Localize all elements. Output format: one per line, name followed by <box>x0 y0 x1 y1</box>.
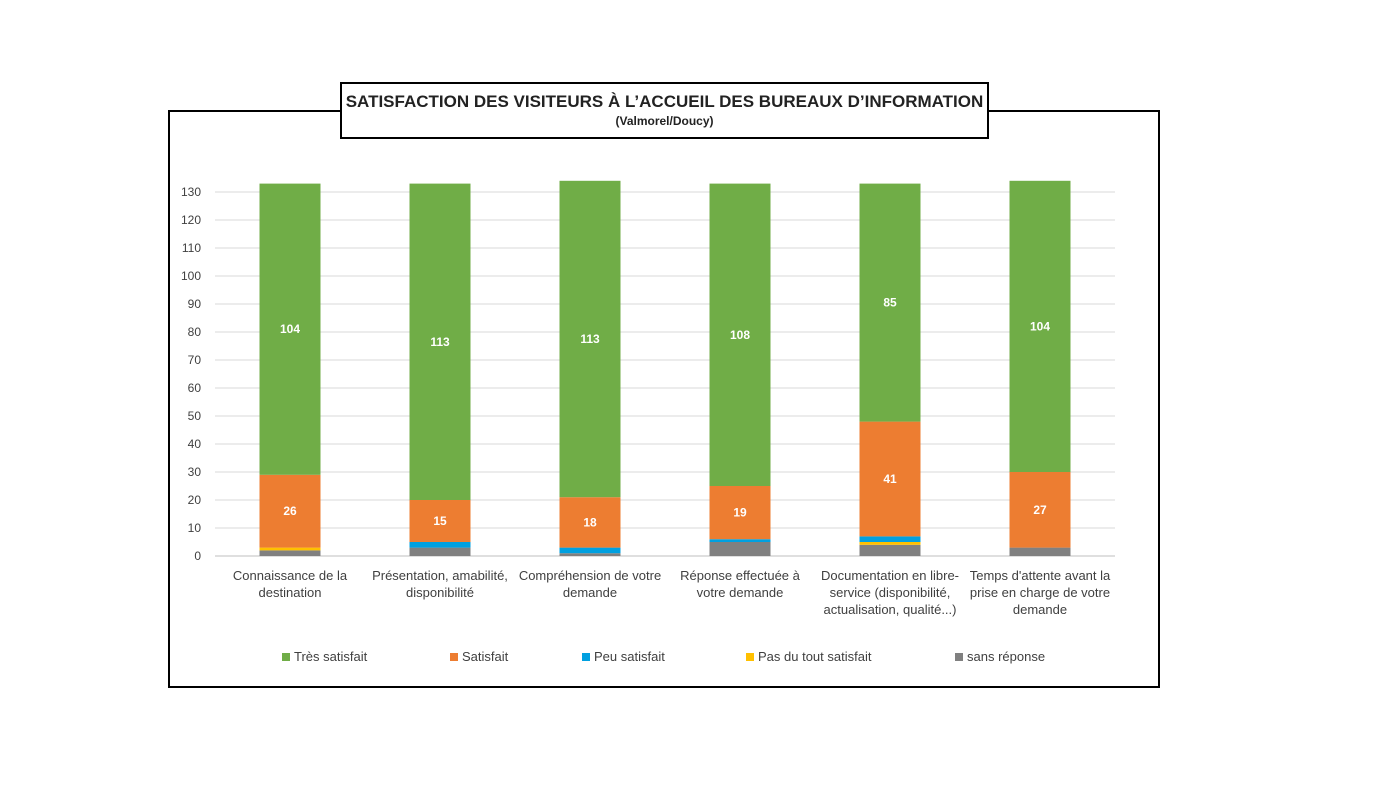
y-tick-label: 70 <box>188 353 202 367</box>
bar-segment <box>259 183 321 475</box>
y-tick-label: 130 <box>181 185 201 199</box>
legend-label: Peu satisfait <box>594 649 665 664</box>
bar-segment <box>409 547 471 556</box>
bar-segment <box>559 180 621 498</box>
y-tick-label: 100 <box>181 269 201 283</box>
x-category-label: service (disponibilité, <box>830 585 951 600</box>
bar-segment <box>259 550 321 556</box>
x-category-label: Documentation en libre- <box>821 568 959 583</box>
y-tick-label: 50 <box>188 409 202 423</box>
x-category-label: destination <box>259 585 322 600</box>
data-label: 113 <box>580 332 600 346</box>
data-label: 41 <box>883 472 897 486</box>
bar-segment <box>559 553 621 556</box>
x-category-label: demande <box>1013 602 1067 617</box>
y-tick-label: 110 <box>182 241 201 255</box>
data-label: 108 <box>730 328 750 342</box>
chart-title-box: SATISFACTION DES VISITEURS À L’ACCUEIL D… <box>340 82 989 139</box>
bar-segment <box>709 486 771 540</box>
x-category-label: demande <box>563 585 617 600</box>
bar-segment <box>709 539 771 542</box>
data-label: 15 <box>433 514 447 528</box>
y-tick-label: 0 <box>194 549 201 563</box>
x-category-label: disponibilité <box>406 585 474 600</box>
bar-segment <box>1009 547 1071 556</box>
x-category-label: prise en charge de votre <box>970 585 1110 600</box>
data-label: 104 <box>280 322 300 336</box>
x-category-label: Réponse effectuée à <box>680 568 801 583</box>
y-tick-label: 40 <box>188 437 202 451</box>
data-label: 85 <box>883 296 897 310</box>
data-label: 19 <box>733 506 747 520</box>
legend-swatch <box>450 653 458 661</box>
data-label: 113 <box>430 335 450 349</box>
data-label: 104 <box>1030 319 1050 333</box>
legend-label: Pas du tout satisfait <box>758 649 872 664</box>
bar-segment <box>859 421 921 537</box>
x-category-label: actualisation, qualité...) <box>824 602 957 617</box>
legend-label: sans réponse <box>967 649 1045 664</box>
x-category-label: Compréhension de votre <box>519 568 661 583</box>
y-tick-label: 20 <box>188 493 202 507</box>
bar-segment <box>709 542 771 556</box>
bar-segment <box>259 547 321 551</box>
y-tick-label: 60 <box>188 381 202 395</box>
chart-title: SATISFACTION DES VISITEURS À L’ACCUEIL D… <box>345 92 984 111</box>
bar-segment <box>409 500 471 542</box>
x-category-label: votre demande <box>697 585 784 600</box>
bar-segment <box>559 497 621 548</box>
bar-segment <box>1009 180 1071 473</box>
bar-segment <box>709 183 771 486</box>
bar-segment <box>259 474 321 548</box>
data-label: 27 <box>1033 503 1047 517</box>
legend-swatch <box>955 653 963 661</box>
legend-swatch <box>282 653 290 661</box>
x-category-label: Connaissance de la <box>233 568 348 583</box>
bar-segment <box>409 183 471 500</box>
x-category-label: Présentation, amabilité, <box>372 568 508 583</box>
bar-segment <box>859 536 921 542</box>
bar-segment <box>409 542 471 548</box>
bar-segment <box>559 547 621 554</box>
y-tick-label: 80 <box>188 325 202 339</box>
legend-label: Très satisfait <box>294 649 368 664</box>
bar-segment <box>859 542 921 545</box>
x-category-label: Temps d'attente avant la <box>970 568 1111 583</box>
y-tick-label: 90 <box>188 297 202 311</box>
chart-subtitle: (Valmorel/Doucy) <box>615 114 714 128</box>
legend-label: Satisfait <box>462 649 509 664</box>
bar-segment <box>1009 472 1071 548</box>
y-tick-label: 30 <box>188 465 202 479</box>
y-tick-label: 10 <box>188 521 202 535</box>
bar-segment <box>859 544 921 556</box>
y-tick-label: 120 <box>181 213 201 227</box>
legend-swatch <box>582 653 590 661</box>
data-label: 26 <box>283 504 297 518</box>
bar-segment <box>859 183 921 422</box>
data-label: 18 <box>583 515 597 529</box>
legend-swatch <box>746 653 754 661</box>
